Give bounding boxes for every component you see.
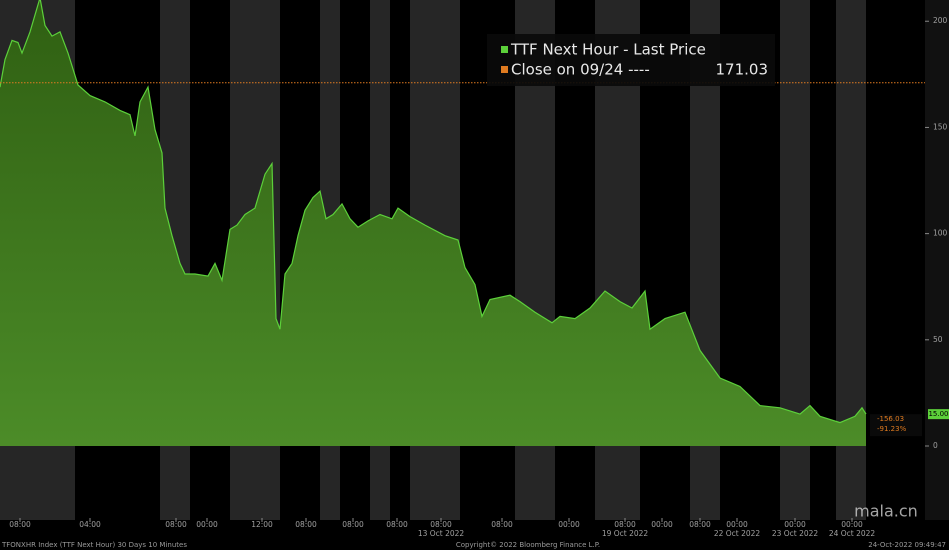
y-tick-label: 100 [933, 229, 948, 238]
x-tick-label: 08:00 [430, 520, 452, 529]
x-tick-label: 00:00 [784, 520, 806, 529]
y-tick-label: 50 [933, 335, 943, 344]
x-tick-label: 08:00 [386, 520, 408, 529]
legend-label: TTF Next Hour - Last Price [510, 41, 706, 59]
y-tick-label: 150 [933, 122, 948, 131]
x-tick-label: 08:00 [9, 520, 31, 529]
x-tick-label: 08:00 [342, 520, 364, 529]
footer-right: 24-Oct-2022 09:49:47 [868, 541, 946, 549]
x-tick-label: 00:00 [841, 520, 863, 529]
x-tick-label: 08:00 [165, 520, 187, 529]
x-date-label: 19 Oct 2022 [602, 529, 649, 538]
x-tick-label: 08:00 [491, 520, 513, 529]
x-date-label: 22 Oct 2022 [714, 529, 761, 538]
legend-label: Close on 09/24 ---- [511, 61, 650, 79]
footer-center: Copyright© 2022 Bloomberg Finance L.P. [456, 541, 600, 549]
x-tick-label: 12:00 [251, 520, 273, 529]
y-tick-label: 200 [933, 16, 948, 25]
plot [0, 0, 925, 446]
y-axis-area [925, 0, 949, 520]
price-line [0, 0, 867, 424]
x-tick-label: 04:00 [79, 520, 101, 529]
x-tick-label: 00:00 [651, 520, 673, 529]
x-date-label: 24 Oct 2022 [829, 529, 876, 538]
x-tick-label: 08:00 [295, 520, 317, 529]
area-fill [0, 0, 866, 446]
change-pct-label: -91.23% [877, 425, 907, 433]
y-tick-label: 0 [933, 441, 938, 450]
footer-left: TFONXHR Index (TTF Next Hour) 30 Days 10… [1, 541, 187, 549]
x-date-label: 13 Oct 2022 [418, 529, 465, 538]
legend-swatch [501, 46, 508, 53]
last-value-box [928, 409, 949, 420]
x-tick-label: 08:00 [614, 520, 636, 529]
x-date-label: 23 Oct 2022 [772, 529, 819, 538]
last-value-label: 15.00 [928, 410, 948, 418]
change-label: -156.03 [877, 415, 904, 423]
x-tick-label: 00:00 [558, 520, 580, 529]
x-tick-label: 08:00 [689, 520, 711, 529]
x-tick-label: 00:00 [196, 520, 218, 529]
legend-value: 171.03 [716, 61, 769, 79]
watermark: mala.cn [854, 502, 918, 521]
legend-box [487, 34, 775, 86]
x-tick-label: 00:00 [726, 520, 748, 529]
legend-swatch [501, 66, 508, 73]
change-box [870, 414, 922, 437]
